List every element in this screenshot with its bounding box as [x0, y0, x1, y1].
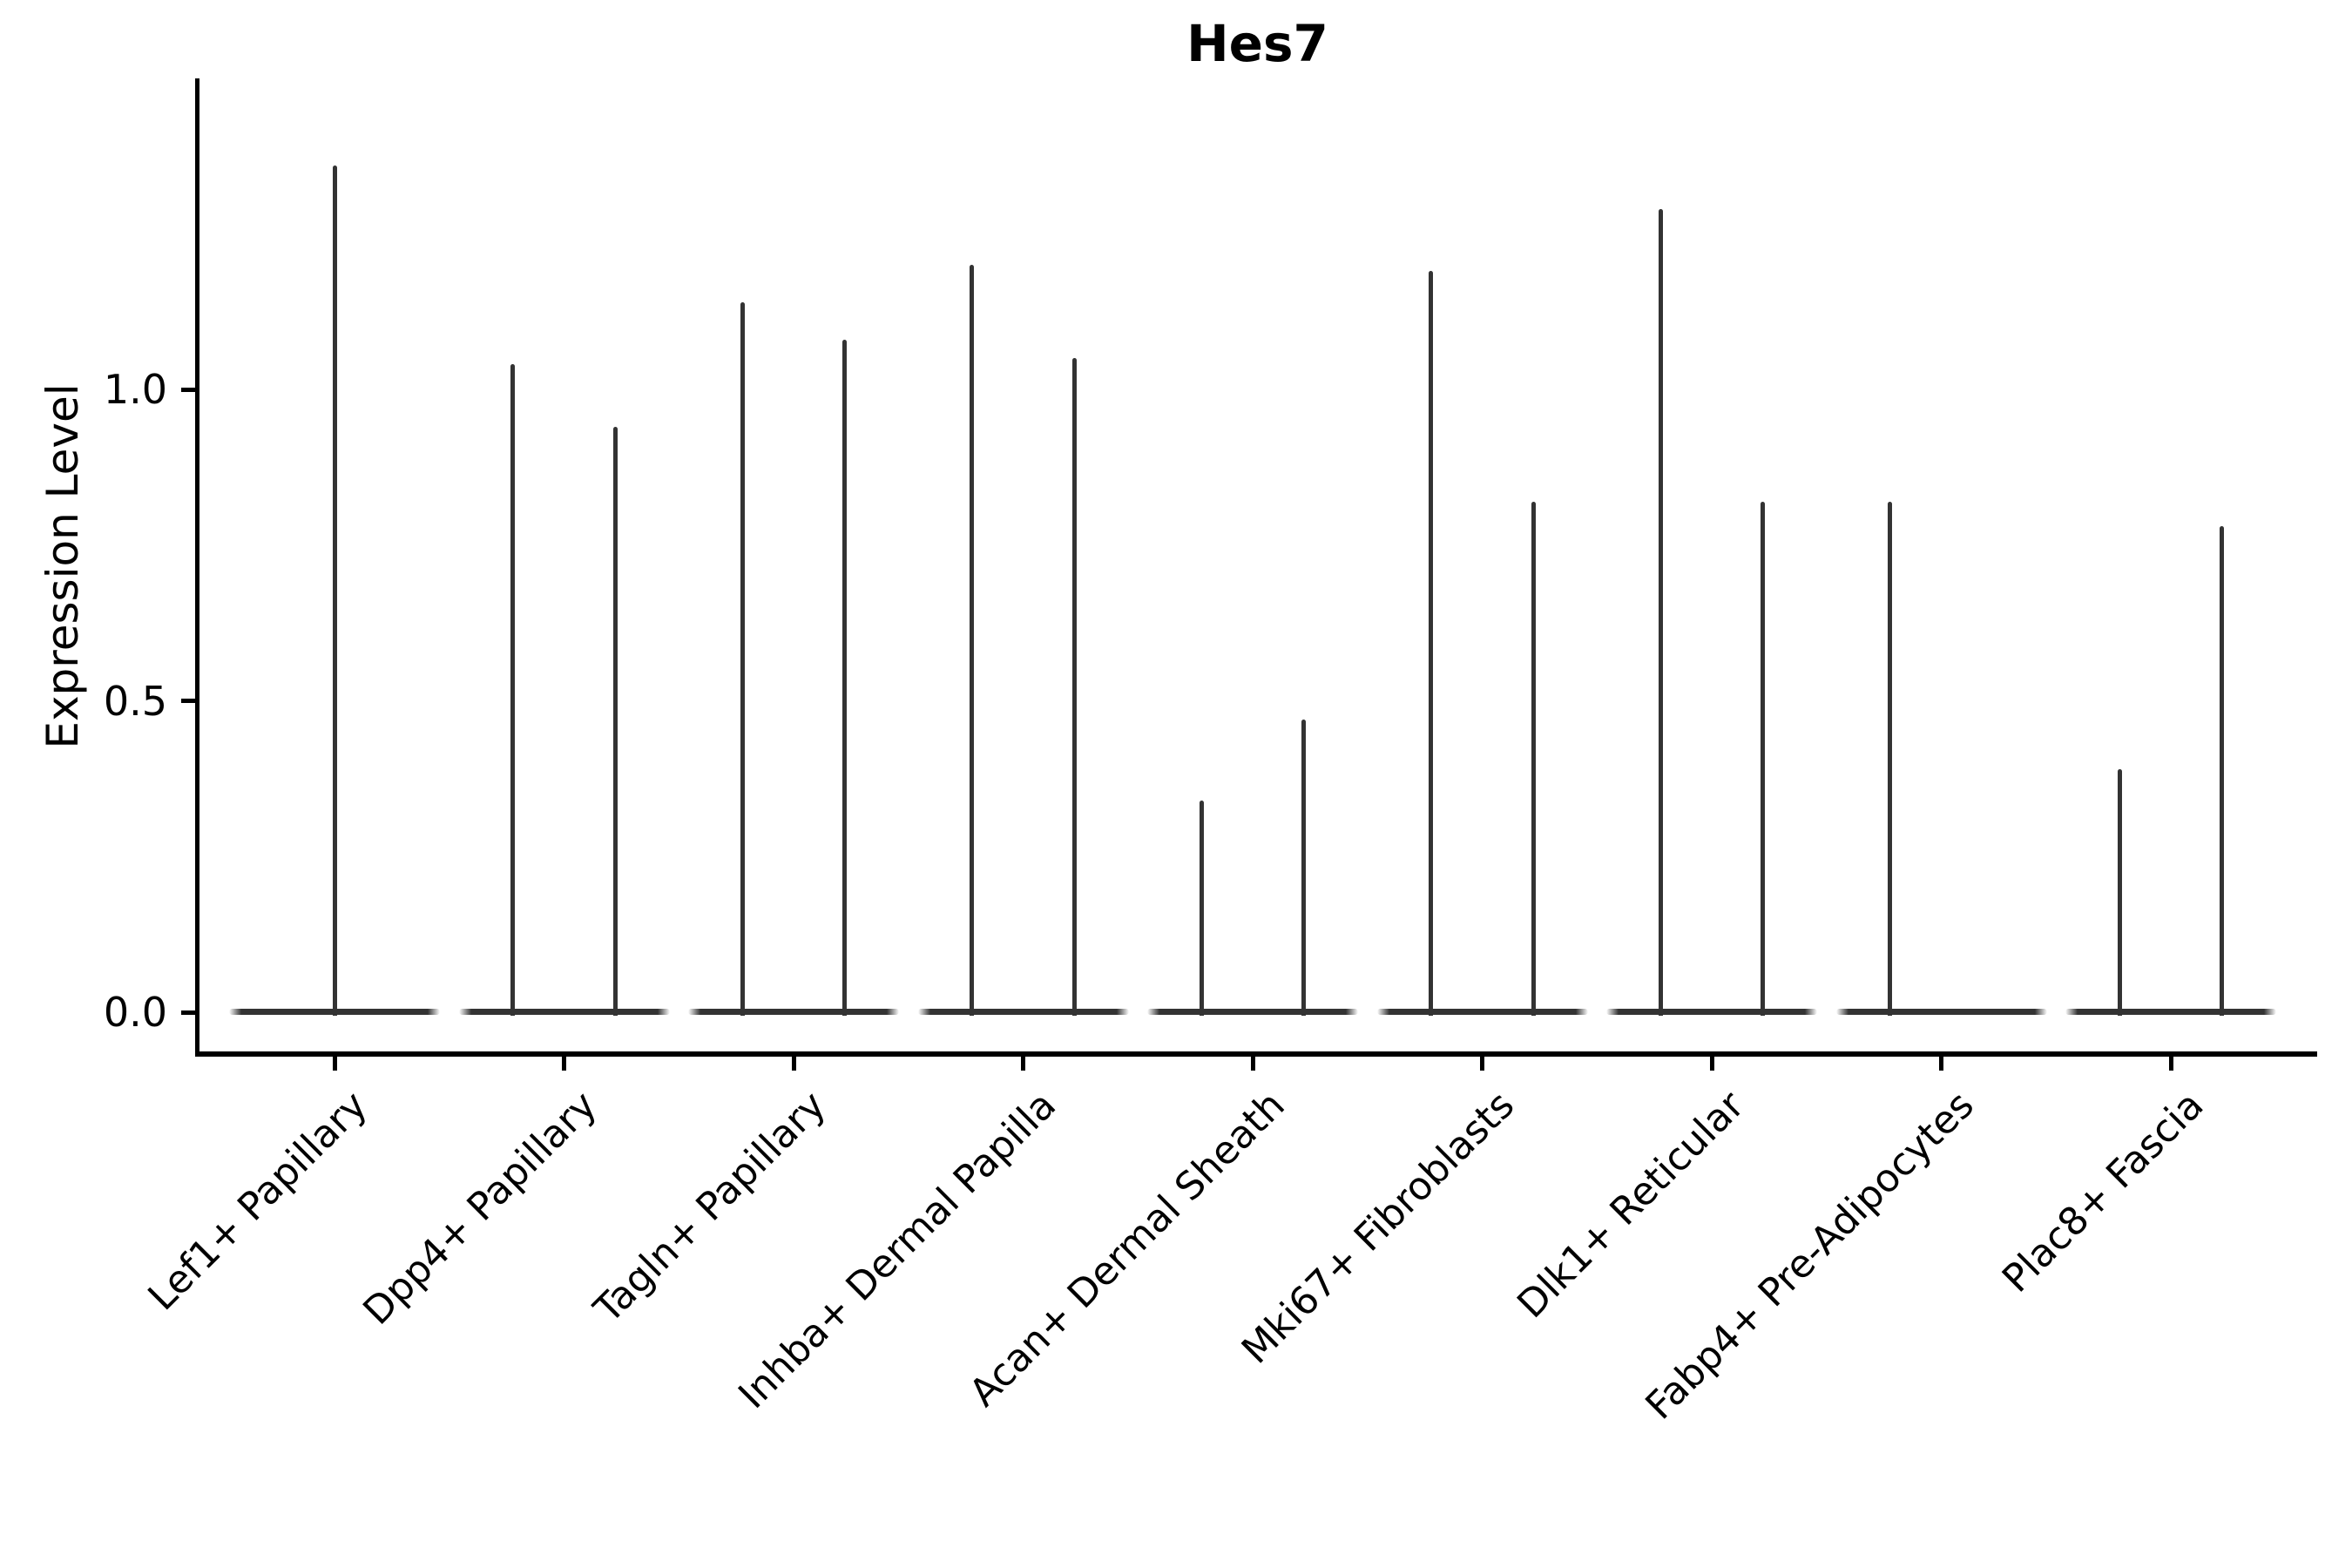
y-tick	[181, 699, 195, 703]
x-axis-line	[195, 1051, 2317, 1057]
violin-spike	[1888, 501, 1893, 1016]
violin-spike	[842, 339, 848, 1016]
violin-body	[2065, 1009, 2276, 1015]
x-tick	[1250, 1057, 1255, 1071]
violin-body	[917, 1009, 1129, 1015]
y-tick	[181, 1010, 195, 1015]
violin-body	[1606, 1009, 1817, 1015]
violin-spike	[1761, 501, 1766, 1016]
x-tick	[1939, 1057, 1943, 1071]
violin-spike	[510, 364, 516, 1016]
y-tick-label: 0.0	[103, 989, 167, 1036]
violin-body	[1835, 1009, 2047, 1015]
x-tick-label: Lef1+ Papillary	[139, 1083, 376, 1320]
violin-spike	[1531, 501, 1536, 1016]
x-tick	[2168, 1057, 2173, 1071]
x-tick	[791, 1057, 796, 1071]
y-axis-line	[195, 78, 199, 1057]
y-tick	[181, 387, 195, 392]
violin-body	[1376, 1009, 1588, 1015]
chart-title: Hes7	[1186, 14, 1328, 73]
violin-spike	[740, 301, 745, 1016]
x-tick	[1480, 1057, 1484, 1071]
violin-spike	[1658, 208, 1663, 1016]
y-tick-label: 0.5	[103, 677, 167, 725]
violin-body	[1147, 1009, 1358, 1015]
x-tick	[1021, 1057, 1025, 1071]
x-tick-label: Dpp4+ Papillary	[355, 1083, 605, 1334]
violin-spike	[332, 165, 337, 1016]
y-tick-label: 1.0	[103, 366, 167, 413]
x-tick	[1709, 1057, 1714, 1071]
violin-spike	[1199, 800, 1204, 1016]
violin-spike	[1071, 358, 1077, 1016]
violin-spike	[2117, 769, 2122, 1016]
violin-body	[688, 1009, 899, 1015]
violin-spike	[612, 426, 618, 1016]
violin-body	[458, 1009, 670, 1015]
violin-spike	[1301, 719, 1307, 1016]
x-tick-label: Tagln+ Papillary	[585, 1083, 835, 1332]
violin-spike	[1429, 271, 1434, 1016]
x-tick	[332, 1057, 337, 1071]
x-tick-label: Dlk1+ Reticular	[1509, 1083, 1754, 1328]
violin-spike	[2220, 526, 2225, 1016]
x-tick	[562, 1057, 566, 1071]
x-tick-label: Plac8+ Fascia	[1993, 1083, 2213, 1301]
violin-spike	[970, 265, 975, 1016]
